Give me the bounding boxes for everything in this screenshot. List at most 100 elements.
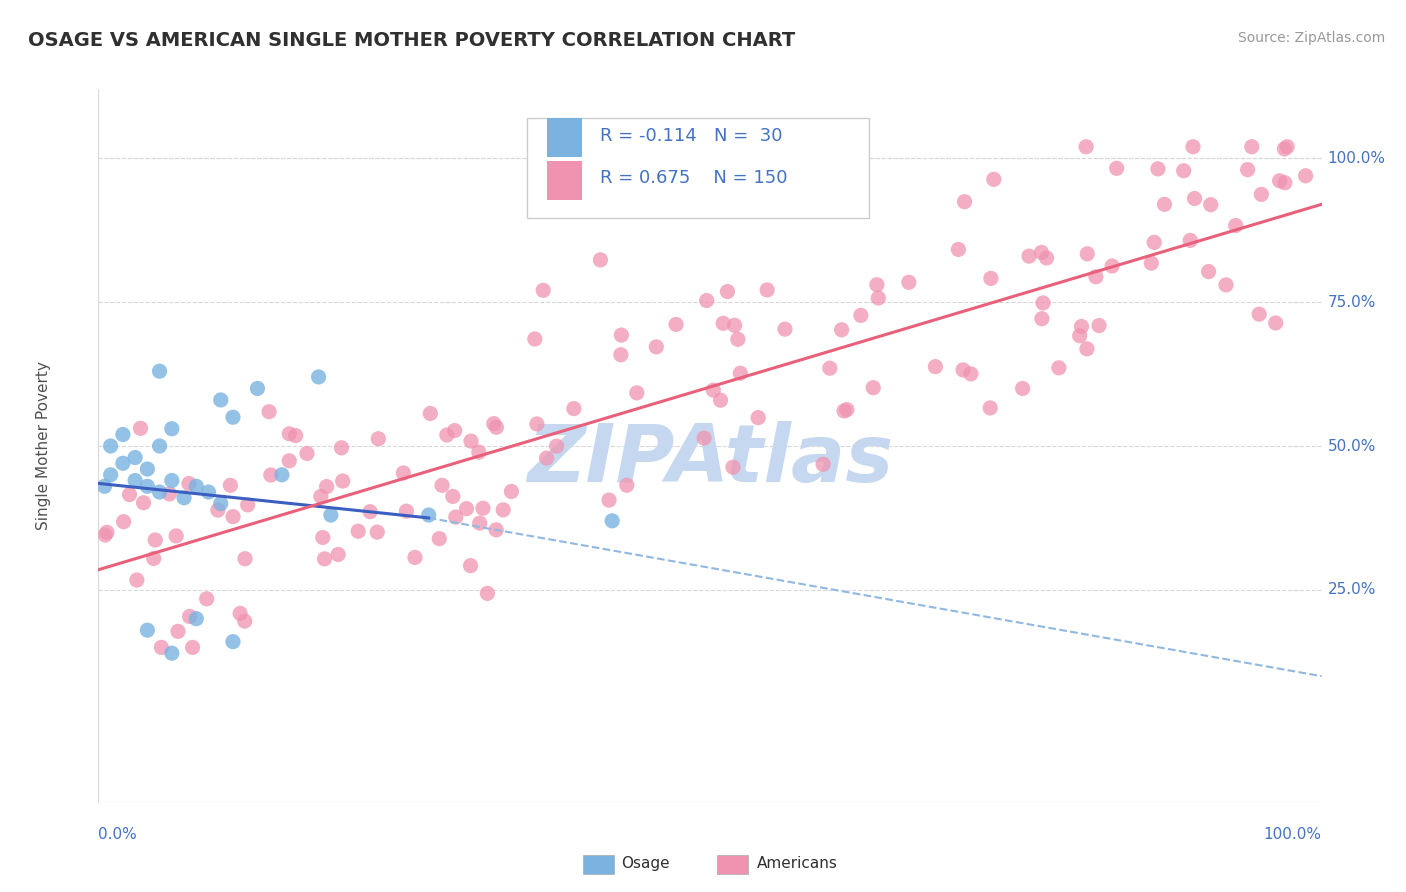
Point	[330, 441, 353, 455]
Point	[186, 479, 208, 493]
Point	[236, 498, 259, 512]
Point	[727, 332, 749, 346]
Point	[598, 493, 620, 508]
Point	[319, 508, 342, 522]
Point	[315, 480, 337, 494]
Point	[118, 487, 141, 501]
Point	[160, 474, 183, 488]
Point	[366, 525, 388, 540]
Point	[747, 410, 769, 425]
Point	[526, 417, 548, 431]
Text: ZIPAtlas: ZIPAtlas	[527, 421, 893, 500]
Point	[246, 381, 269, 395]
Point	[485, 420, 508, 434]
Point	[645, 340, 668, 354]
Point	[693, 431, 716, 445]
Text: Source: ZipAtlas.com: Source: ZipAtlas.com	[1237, 31, 1385, 45]
Point	[866, 277, 889, 292]
Point	[1240, 140, 1263, 154]
Point	[1180, 234, 1202, 248]
Point	[818, 361, 841, 376]
Point	[1031, 311, 1053, 326]
Point	[960, 367, 983, 381]
Point	[278, 426, 301, 441]
Point	[820, 174, 842, 188]
Point	[1076, 342, 1098, 356]
Point	[129, 421, 152, 435]
Point	[468, 445, 491, 459]
Point	[1032, 296, 1054, 310]
Text: R = 0.675    N = 150: R = 0.675 N = 150	[600, 169, 787, 187]
Text: 25.0%: 25.0%	[1327, 582, 1376, 598]
Text: 100.0%: 100.0%	[1327, 151, 1386, 166]
Text: Osage: Osage	[621, 856, 671, 871]
Point	[953, 194, 976, 209]
Point	[427, 532, 450, 546]
Point	[589, 252, 612, 267]
Point	[160, 646, 183, 660]
Point	[1031, 245, 1053, 260]
Point	[160, 422, 183, 436]
Point	[181, 640, 204, 655]
Text: R = -0.114   N =  30: R = -0.114 N = 30	[600, 127, 783, 145]
Point	[195, 591, 218, 606]
Point	[149, 364, 172, 378]
Point	[1018, 249, 1040, 263]
Point	[1143, 235, 1166, 250]
Point	[111, 427, 134, 442]
Point	[482, 417, 505, 431]
Point	[142, 551, 165, 566]
Point	[1153, 197, 1175, 211]
Point	[1274, 142, 1296, 156]
Point	[1069, 328, 1091, 343]
Point	[862, 381, 884, 395]
Point	[143, 533, 166, 547]
Point	[136, 462, 159, 476]
Point	[460, 558, 482, 573]
Point	[392, 466, 415, 480]
Point	[831, 323, 853, 337]
Point	[1268, 174, 1291, 188]
Point	[209, 392, 232, 407]
Point	[1070, 319, 1092, 334]
Point	[207, 503, 229, 517]
Point	[209, 497, 232, 511]
Point	[441, 490, 464, 504]
Point	[430, 478, 453, 492]
Point	[460, 434, 482, 449]
Point	[897, 275, 920, 289]
Point	[222, 509, 245, 524]
Point	[665, 318, 688, 332]
Text: 0.0%: 0.0%	[98, 827, 138, 841]
Point	[219, 478, 242, 492]
Point	[924, 359, 946, 374]
Point	[1147, 161, 1170, 176]
Point	[124, 450, 146, 465]
Point	[418, 508, 440, 522]
Point	[723, 318, 745, 333]
Point	[1264, 316, 1286, 330]
Point	[1076, 247, 1098, 261]
Point	[125, 573, 148, 587]
Point	[367, 432, 389, 446]
Point	[312, 531, 335, 545]
Point	[404, 550, 426, 565]
Point	[983, 172, 1005, 186]
Point	[359, 505, 381, 519]
Point	[523, 332, 546, 346]
Point	[100, 439, 122, 453]
Point	[1274, 176, 1296, 190]
Point	[1249, 307, 1271, 321]
Point	[1011, 381, 1033, 395]
Text: 50.0%: 50.0%	[1327, 439, 1376, 453]
Point	[167, 624, 190, 639]
Point	[186, 612, 208, 626]
Point	[1198, 264, 1220, 278]
Point	[849, 309, 872, 323]
Text: 75.0%: 75.0%	[1327, 294, 1376, 310]
Point	[112, 515, 135, 529]
Point	[443, 424, 465, 438]
Point	[948, 243, 970, 257]
Point	[1295, 169, 1317, 183]
Point	[832, 404, 855, 418]
